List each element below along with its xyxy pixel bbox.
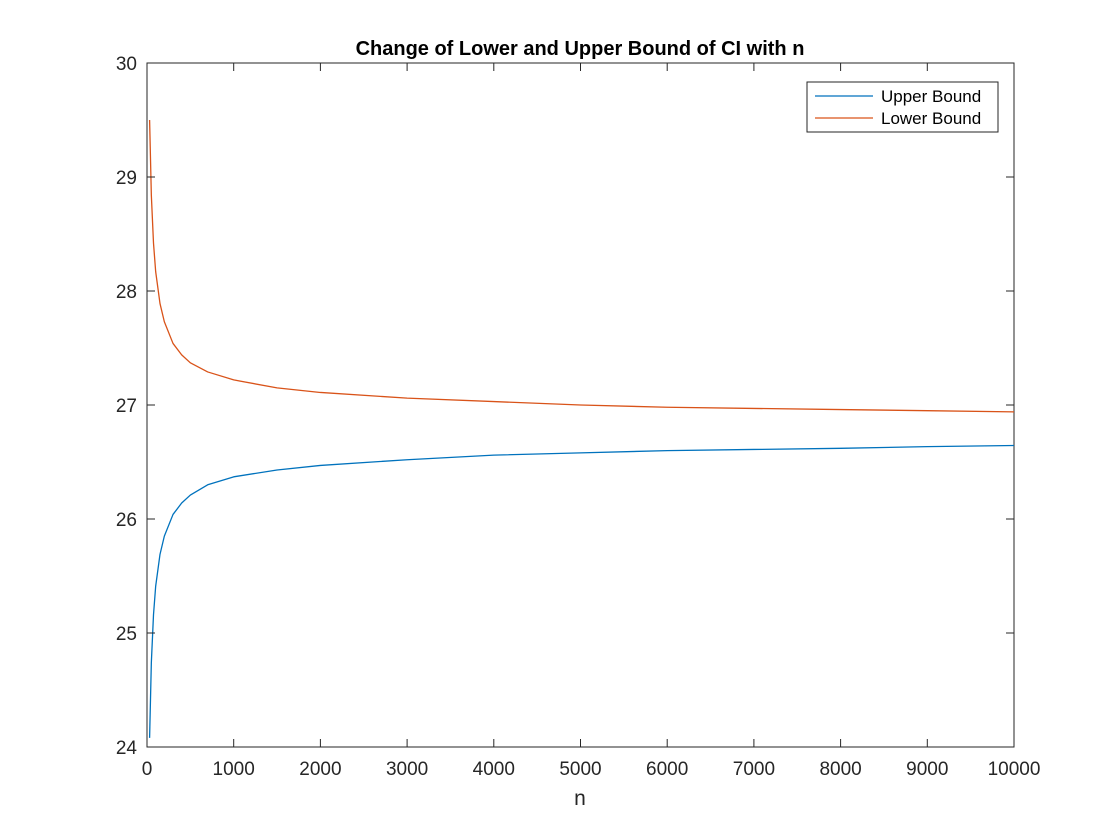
series-line-lower-bound — [148, 119, 1015, 413]
x-tick-label: 9000 — [906, 759, 948, 780]
x-tick-label: 6000 — [646, 759, 688, 780]
y-tick-label: 29 — [116, 168, 137, 189]
y-tick-label: 26 — [116, 510, 137, 531]
x-tick-label: 5000 — [559, 759, 601, 780]
x-tick-label: 10000 — [988, 759, 1041, 780]
chart-title: Change of Lower and Upper Bound of CI wi… — [356, 38, 805, 60]
y-tick-label: 30 — [116, 54, 137, 75]
x-axis-label: n — [574, 787, 586, 810]
y-tick-label: 27 — [116, 396, 137, 417]
series-line-upper-bound — [148, 444, 1015, 738]
y-tick-label: 28 — [116, 282, 137, 303]
x-tick-label: 2000 — [299, 759, 341, 780]
x-tick-label: 3000 — [386, 759, 428, 780]
x-tick-label: 7000 — [733, 759, 775, 780]
x-tick-label: 0 — [142, 759, 153, 780]
y-tick-label: 24 — [116, 738, 138, 759]
tick-layer: 0 1000 2000 3000 4000 5000 6000 7000 8000 9000 100… — [116, 54, 1041, 780]
x-tick-label: 4000 — [473, 759, 515, 780]
y-tick-label: 25 — [116, 624, 137, 645]
legend-label-upper-bound: Upper Bound — [881, 87, 981, 106]
x-tick-label: 8000 — [819, 759, 861, 780]
legend: Upper Bound Lower Bound — [806, 81, 999, 133]
series-layer — [148, 119, 1015, 738]
x-tick-label: 1000 — [213, 759, 255, 780]
legend-label-lower-bound: Lower Bound — [881, 109, 981, 128]
legend-box — [806, 81, 999, 133]
